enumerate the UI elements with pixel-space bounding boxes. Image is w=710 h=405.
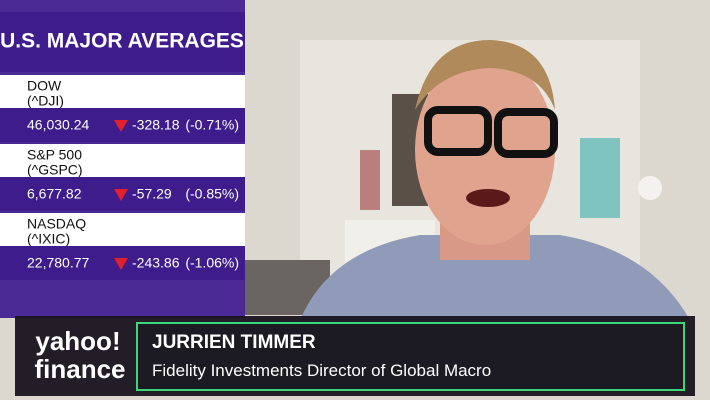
index-price: 22,780.77 <box>27 255 89 271</box>
index-change: -243.86 <box>132 255 180 271</box>
index-name: NASDAQ <box>27 216 86 232</box>
glasses-right <box>494 108 558 158</box>
index-percent: (-0.71%) <box>185 117 239 133</box>
index-name: S&P 500 <box>27 147 82 163</box>
panel-title: U.S. MAJOR AVERAGES <box>0 30 244 53</box>
panel-title-bar <box>0 12 245 72</box>
glasses-left <box>424 106 492 156</box>
painting <box>580 138 620 218</box>
down-arrow <box>114 189 128 201</box>
index-symbol: (^IXIC) <box>27 231 70 247</box>
index-change: -328.18 <box>132 117 180 133</box>
index-label-row <box>0 213 245 246</box>
logo-top: yahoo! <box>35 326 120 356</box>
index-symbol: (^DJI) <box>27 93 64 109</box>
index-name: DOW <box>27 78 62 94</box>
index-price: 46,030.24 <box>27 117 89 133</box>
logo-bottom: finance <box>34 354 125 384</box>
guest-role: Fidelity Investments Director of Global … <box>152 361 491 380</box>
index-percent: (-1.06%) <box>185 255 239 271</box>
guest-name: JURRIEN TIMMER <box>152 332 316 353</box>
index-change: -57.29 <box>132 186 172 202</box>
down-arrow <box>114 258 128 270</box>
index-percent: (-0.85%) <box>185 186 239 202</box>
index-label-row <box>0 144 245 177</box>
index-price: 6,677.82 <box>27 186 82 202</box>
index-symbol: (^GSPC) <box>27 162 83 178</box>
shirt <box>300 235 690 320</box>
lamp <box>638 176 662 200</box>
index-label-row <box>0 75 245 108</box>
plant <box>360 150 380 210</box>
hair <box>415 40 555 110</box>
down-arrow <box>114 120 128 132</box>
name-box <box>136 322 685 391</box>
mouth <box>466 189 510 207</box>
